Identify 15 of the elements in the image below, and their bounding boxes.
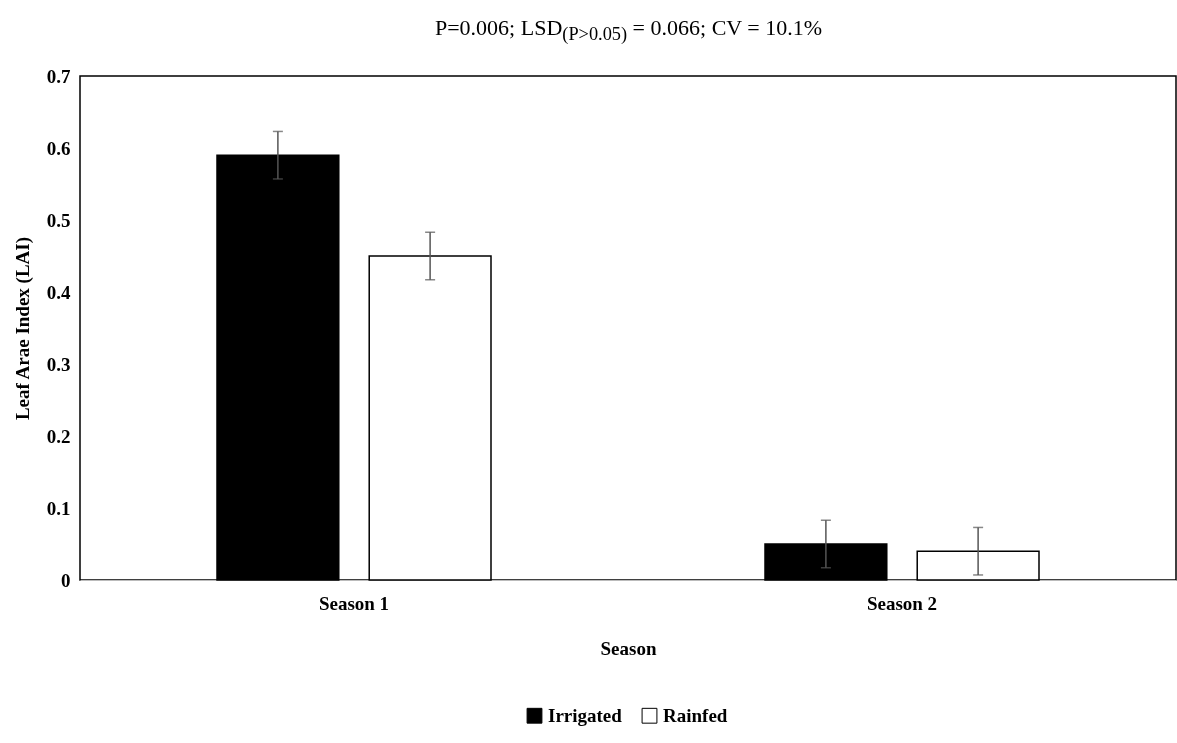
y-tick-label: 0 [61,569,71,591]
y-tick-label: 0.6 [46,137,71,159]
y-tick-label: 0.1 [46,497,71,519]
y-tick-label: 0.3 [46,353,71,375]
legend-label: Rainfed [663,704,728,726]
y-tick-label: 0.4 [46,281,71,303]
chart-title: P=0.006; LSD$_{(P>0.05)}$ = 0.066; CV = 10.1% [434,14,823,46]
x-axis-title: Season [600,637,657,659]
x-tick-label: Season 2 [866,592,938,614]
y-axis-title: Leaf Arae Index (LAI) [11,236,34,421]
y-tick-label: 0.5 [46,209,71,231]
x-tick-label: Season 1 [318,592,390,614]
y-tick-label: 0.2 [46,425,71,447]
y-tick-label: 0.7 [46,65,71,87]
legend-label: Irrigated [548,704,623,726]
